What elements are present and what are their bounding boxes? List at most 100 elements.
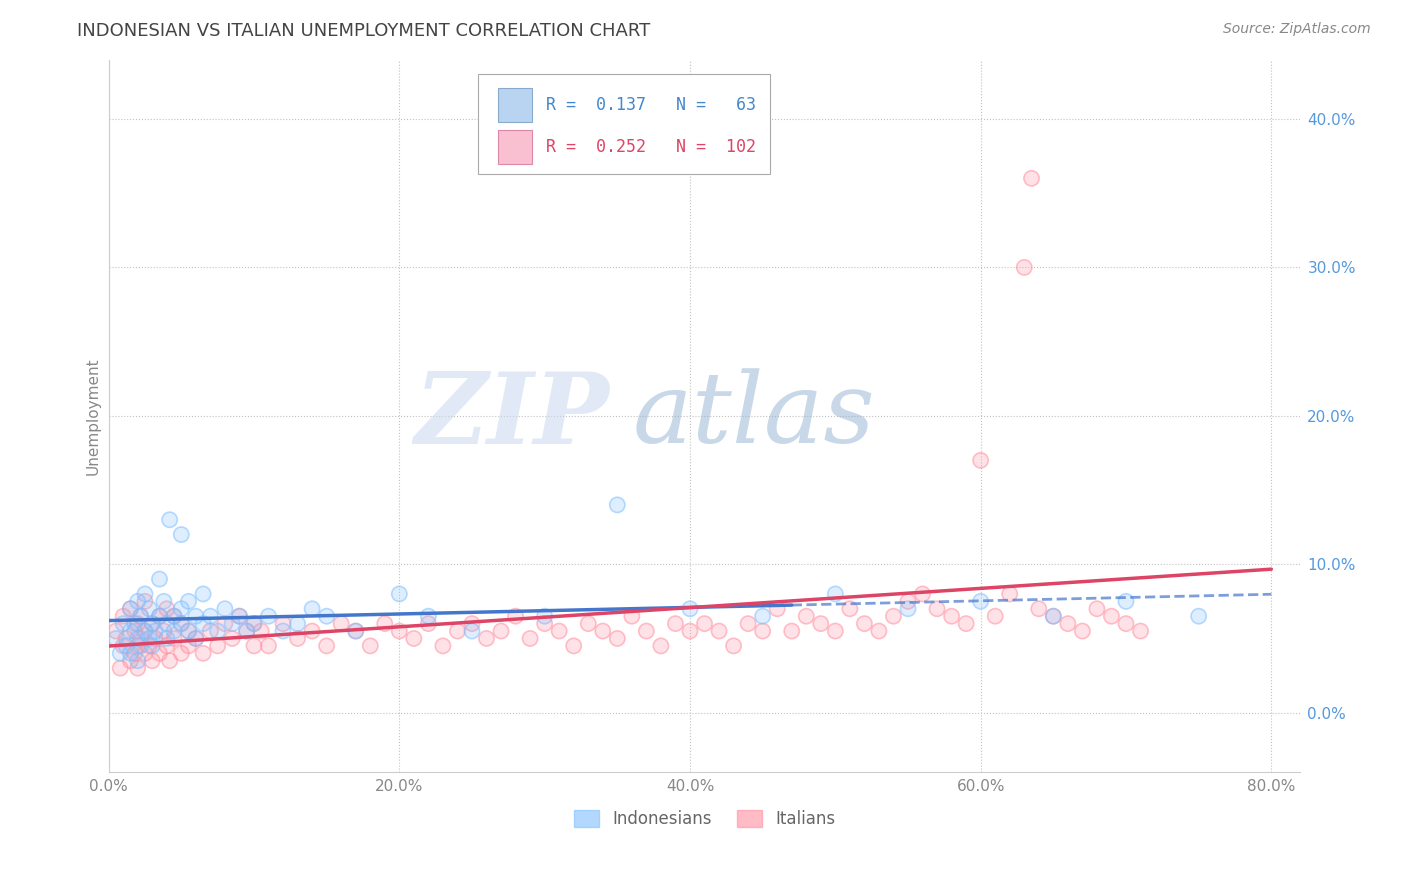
Point [120, 654, 142, 668]
Point [153, 624, 176, 638]
Point [432, 639, 454, 653]
Point [1085, 601, 1108, 615]
Point [897, 594, 920, 608]
Point [257, 639, 280, 653]
Point [374, 616, 396, 631]
Point [250, 624, 273, 638]
Point [794, 609, 817, 624]
Point [124, 646, 146, 660]
Point [177, 624, 200, 638]
Point [751, 609, 773, 624]
Point [159, 654, 181, 668]
Point [129, 609, 152, 624]
Point [191, 587, 214, 601]
Point [1042, 609, 1064, 624]
Point [170, 601, 193, 615]
Point [214, 616, 236, 631]
Point [141, 654, 163, 668]
Point [388, 624, 411, 638]
Point [134, 646, 156, 660]
Point [120, 646, 142, 660]
Point [148, 609, 170, 624]
Point [664, 616, 686, 631]
Point [138, 639, 160, 653]
Point [679, 624, 702, 638]
Point [127, 616, 149, 631]
Point [955, 616, 977, 631]
Point [533, 609, 555, 624]
Point [124, 624, 146, 638]
Point [143, 632, 166, 646]
Point [315, 609, 337, 624]
Text: INDONESIAN VS ITALIAN UNEMPLOYMENT CORRELATION CHART: INDONESIAN VS ITALIAN UNEMPLOYMENT CORRE… [77, 22, 651, 40]
Point [737, 616, 759, 631]
Point [153, 594, 176, 608]
Point [115, 639, 138, 653]
Point [177, 639, 200, 653]
Point [148, 609, 170, 624]
Point [810, 616, 832, 631]
Point [115, 632, 138, 646]
Point [120, 646, 142, 660]
Point [228, 609, 250, 624]
Point [214, 601, 236, 615]
Point [120, 601, 142, 615]
Point [941, 609, 963, 624]
Point [148, 572, 170, 586]
Point [120, 624, 142, 638]
Point [679, 624, 702, 638]
Point [138, 632, 160, 646]
Point [141, 616, 163, 631]
Point [110, 661, 132, 675]
Point [1012, 260, 1035, 275]
Point [156, 632, 179, 646]
Point [533, 609, 555, 624]
Point [177, 624, 200, 638]
Point [388, 624, 411, 638]
Point [723, 639, 745, 653]
Point [1021, 171, 1043, 186]
Point [163, 609, 186, 624]
Point [184, 609, 207, 624]
Point [359, 639, 381, 653]
Point [156, 639, 179, 653]
Point [664, 616, 686, 631]
Point [129, 609, 152, 624]
Point [344, 624, 367, 638]
Point [998, 587, 1021, 601]
Point [824, 624, 846, 638]
Point [200, 609, 222, 624]
Point [853, 616, 876, 631]
Point [257, 639, 280, 653]
Point [824, 587, 846, 601]
Point [620, 609, 643, 624]
Point [751, 609, 773, 624]
Point [271, 624, 294, 638]
Text: ZIP: ZIP [415, 368, 609, 464]
Point [221, 616, 243, 631]
Point [344, 624, 367, 638]
Point [120, 624, 142, 638]
Point [120, 601, 142, 615]
Point [143, 624, 166, 638]
Point [388, 587, 411, 601]
Point [112, 639, 135, 653]
Point [177, 594, 200, 608]
Text: R =  0.137   N =   63: R = 0.137 N = 63 [546, 96, 756, 114]
Point [1012, 260, 1035, 275]
Point [897, 601, 920, 615]
Point [1188, 609, 1211, 624]
Legend: Indonesians, Italians: Indonesians, Italians [567, 804, 842, 835]
Point [148, 609, 170, 624]
Point [911, 587, 934, 601]
Point [1057, 616, 1080, 631]
Point [592, 624, 614, 638]
Y-axis label: Unemployment: Unemployment [86, 357, 100, 475]
Point [156, 616, 179, 631]
Point [882, 609, 904, 624]
Point [969, 594, 991, 608]
Point [519, 632, 541, 646]
Point [163, 632, 186, 646]
Point [110, 646, 132, 660]
Point [505, 609, 527, 624]
